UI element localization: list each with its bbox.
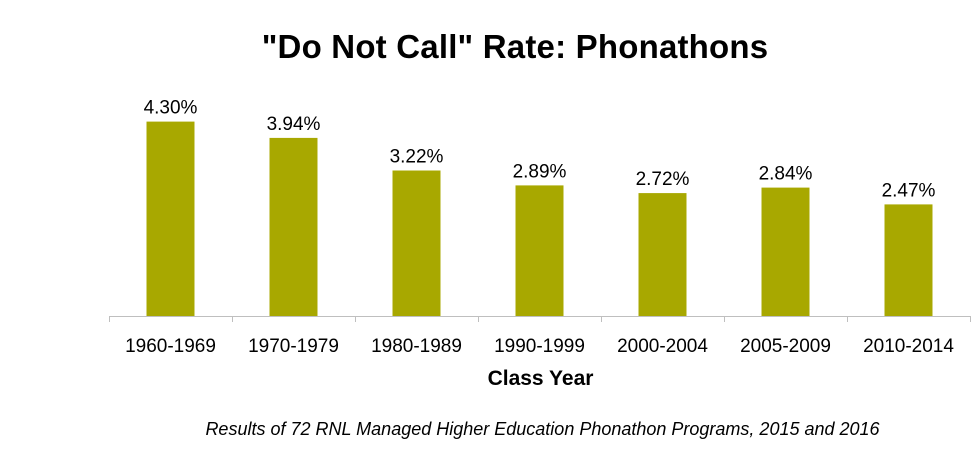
data-label-1980-1989: 3.22%: [390, 147, 444, 168]
data-label-2010-2014: 2.47%: [882, 180, 936, 201]
bars-layer: [146, 121, 933, 316]
chart-title: "Do Not Call" Rate: Phonathons: [261, 28, 769, 65]
chart-caption: Results of 72 RNL Managed Higher Educati…: [205, 419, 880, 439]
bar-2005-2009: [761, 187, 810, 316]
x-tick-label-1960-1969: 1960-1969: [125, 336, 216, 357]
bar-1980-1989: [392, 170, 441, 316]
bar-2010-2014: [884, 204, 933, 316]
x-axis: 1960-1969 1970-1979 1980-1989 1990-1999 2000…: [109, 316, 971, 357]
x-tick-label-2000-2004: 2000-2004: [617, 336, 708, 357]
bar-1970-1979: [269, 137, 318, 316]
data-label-1960-1969: 4.30%: [144, 98, 198, 119]
data-label-2000-2004: 2.72%: [636, 169, 690, 190]
x-tick-label-1990-1999: 1990-1999: [494, 336, 585, 357]
data-label-1990-1999: 2.89%: [513, 161, 567, 182]
data-labels-layer: 4.30% 3.94% 3.22% 2.89% 2.72% 2.84% 2.47%: [144, 98, 936, 202]
bar-1990-1999: [515, 185, 564, 316]
data-label-2005-2009: 2.84%: [759, 164, 813, 185]
x-tick-label-1970-1979: 1970-1979: [248, 336, 339, 357]
bar-1960-1969: [146, 121, 195, 316]
data-label-1970-1979: 3.94%: [267, 114, 321, 135]
x-tick-label-1980-1989: 1980-1989: [371, 336, 462, 357]
x-tick-label-2010-2014: 2010-2014: [863, 336, 954, 357]
x-tick-label-2005-2009: 2005-2009: [740, 336, 831, 357]
x-axis-title: Class Year: [488, 367, 594, 390]
bar-2000-2004: [638, 193, 687, 316]
